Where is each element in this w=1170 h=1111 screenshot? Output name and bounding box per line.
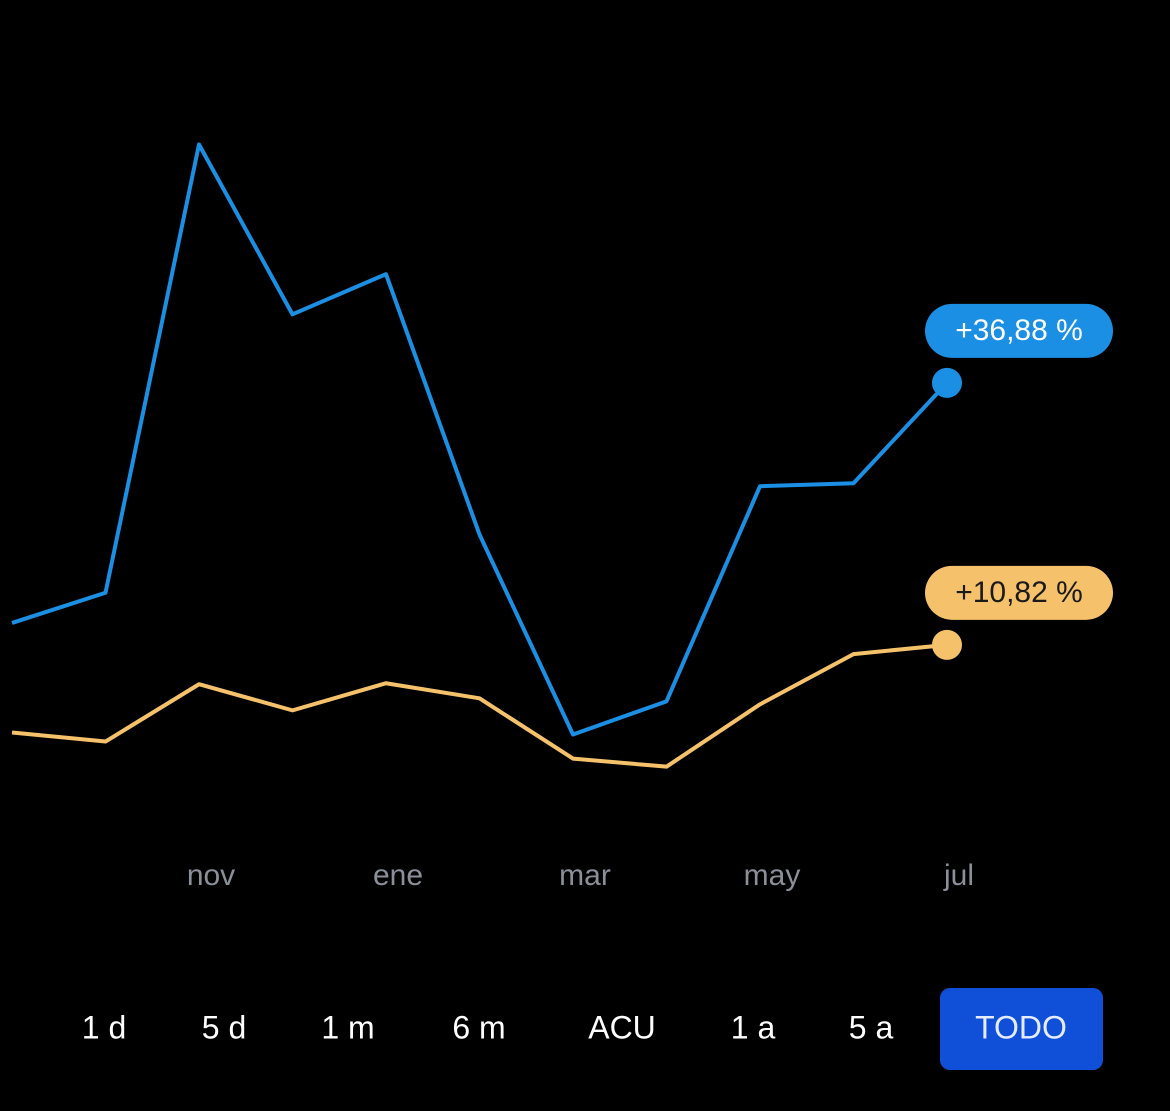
- x-tick-label: may: [744, 859, 801, 892]
- range-button[interactable]: 5 a: [849, 1009, 894, 1045]
- range-button[interactable]: 5 d: [202, 1009, 246, 1045]
- x-tick-label: jul: [943, 859, 974, 892]
- end-label-pill: [925, 303, 1113, 358]
- x-tick-label: ene: [373, 859, 423, 892]
- range-button[interactable]: TODO: [975, 1009, 1067, 1045]
- range-button[interactable]: 6 m: [452, 1009, 505, 1045]
- series-line: [11, 142, 949, 737]
- range-button[interactable]: 1 m: [321, 1009, 374, 1045]
- range-button[interactable]: ACU: [588, 1009, 656, 1045]
- end-label-pill: [925, 565, 1113, 620]
- series-line: [11, 642, 948, 769]
- range-button[interactable]: 1 d: [82, 1009, 126, 1045]
- end-dot: [932, 629, 962, 660]
- range-button[interactable]: 1 a: [731, 1009, 776, 1045]
- end-dot: [932, 367, 962, 398]
- x-tick-label: nov: [187, 859, 235, 892]
- end-label: +36,88 %: [955, 314, 1083, 347]
- end-label: +10,82 %: [955, 576, 1083, 609]
- x-tick-label: mar: [559, 859, 611, 892]
- range-button-selected[interactable]: [940, 988, 1103, 1070]
